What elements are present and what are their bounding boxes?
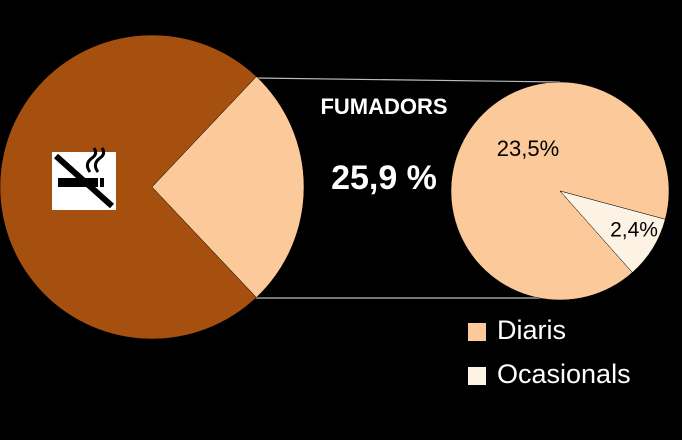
icon-slash — [54, 153, 114, 209]
icon-cigarette-tip — [100, 178, 104, 187]
legend-swatch — [468, 323, 486, 341]
pie-slice — [151, 76, 305, 298]
connector-line — [254, 77, 561, 83]
value-label: 2,4% — [610, 219, 658, 242]
category-label: FUMADORS — [320, 94, 447, 119]
value-label: 23,5% — [497, 136, 559, 161]
value-label: 25,9 % — [331, 159, 437, 197]
legend-swatch — [468, 367, 486, 385]
legend-label: Ocasionals — [497, 359, 631, 389]
no-smoking-icon — [52, 147, 116, 210]
icon-cigarette — [58, 178, 98, 187]
legend-label: Diaris — [497, 315, 566, 345]
pies: FUMADORS 25,9 % 23,5% 2,4% Diaris Ocasionals — [0, 34, 670, 389]
icon-smoke — [85, 147, 106, 173]
pie-slice — [0, 34, 257, 340]
pie-slice — [559, 190, 666, 273]
